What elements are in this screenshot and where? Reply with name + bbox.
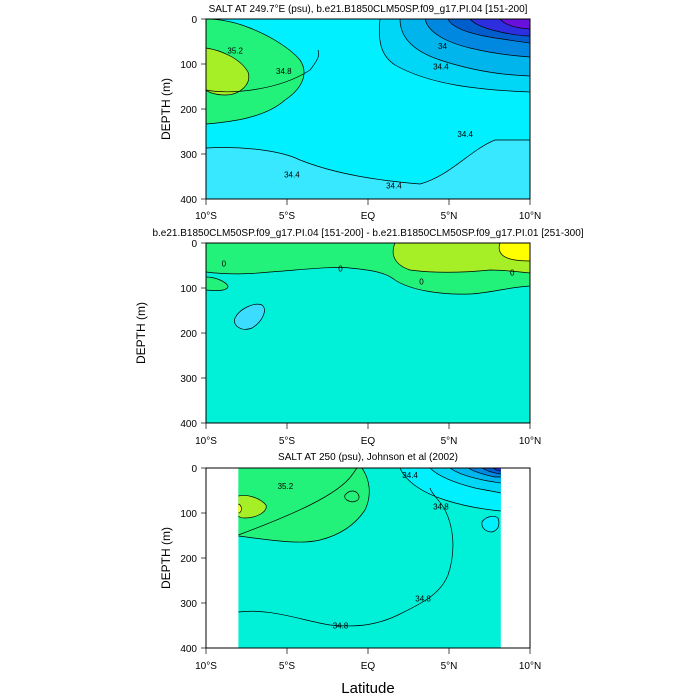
panel-1-fresh6-fill — [500, 19, 530, 29]
panel-3-contour-labels: 35.2 34.4 34.8 34.8 34.8 — [278, 471, 450, 631]
panel-2-contour-label: 0 — [510, 268, 515, 277]
panel-1-contour-labels: 35.2 34.8 34 34.4 34.4 34.4 34.4 — [227, 42, 473, 191]
panel-3-axes: 0 100 200 300 400 10°S 5°S EQ 5°N 10°N — [180, 464, 541, 672]
panel-1-title: SALT AT 249.7°E (psu), b.e21.B1850CLM50S… — [209, 4, 528, 15]
panel-1-x-tick-label: 10°S — [195, 211, 217, 222]
panel-3: SALT AT 250 (psu), Johnson et al (2002) — [159, 452, 541, 672]
panel-1-contour-label: 34.4 — [386, 182, 402, 191]
panel-1: SALT AT 249.7°E (psu), b.e21.B1850CLM50S… — [159, 4, 541, 222]
panel-1-x-tick-label: 10°N — [519, 211, 541, 222]
panel-3-x-tick-label: 5°N — [441, 661, 458, 672]
panel-2-x-tick-label: 5°N — [441, 436, 458, 447]
panel-1-contour-label: 34.4 — [284, 170, 300, 179]
panel-2-title: b.e21.B1850CLM50SP.f09_g17.PI.04 [151-20… — [152, 228, 583, 239]
panel-2-contour-label: 0 — [222, 259, 227, 268]
panel-1-field — [206, 19, 530, 199]
panel-2-x-tick-label: EQ — [361, 436, 376, 447]
panel-3-x-tick-label: 10°S — [195, 661, 217, 672]
panel-3-x-tick-label: 10°N — [519, 661, 541, 672]
panel-3-y-tick-label: 200 — [180, 554, 197, 565]
panel-2-y-tick-label: 200 — [180, 329, 197, 340]
panel-2-x-tick-label: 10°N — [519, 436, 541, 447]
panel-3-contour-label: 34.8 — [333, 622, 349, 631]
panel-2-pos1b-fill — [206, 277, 228, 291]
panel-2-neg1-fill — [234, 304, 265, 330]
panel-3-fresh6-fill — [493, 468, 501, 471]
panel-1-contour-label: 34.4 — [457, 130, 473, 139]
panel-1-contours — [206, 19, 530, 185]
panel-1-axes: 0 100 200 300 400 10°S 5°S EQ 5°N 10°N — [180, 15, 541, 222]
panel-3-y-tick-label: 300 — [180, 599, 197, 610]
panel-3-contour-label: 35.2 — [278, 482, 294, 491]
panel-1-y-tick-label: 300 — [180, 150, 197, 161]
panel-1-max-fill — [206, 48, 249, 95]
panel-1-y-tick-label: 400 — [180, 195, 197, 206]
panel-3-y-tick-label: 0 — [191, 464, 197, 475]
panel-1-contour-label: 34 — [438, 42, 447, 51]
panel-2-contours — [206, 243, 530, 330]
panel-1-y-tick-label: 0 — [191, 15, 197, 26]
panel-2-x-tick-label: 10°S — [195, 436, 217, 447]
panel-3-max-fill — [238, 504, 242, 513]
panel-2-contour-label: 0 — [419, 277, 424, 286]
panel-2-y-tick-label: 0 — [191, 239, 197, 250]
panel-3-y-tick-label: 400 — [180, 644, 197, 655]
panel-1-x-tick-label: 5°S — [279, 211, 296, 222]
panel-3-high-fill — [238, 495, 267, 518]
panel-3-contours — [238, 468, 501, 627]
panel-2-axes: 0 100 200 300 400 10°S 5°S EQ 5°N 10°N — [180, 239, 541, 447]
panel-2-y-tick-label: 100 — [180, 284, 197, 295]
panel-3-mid-fill — [238, 468, 357, 535]
panel-3-title: SALT AT 250 (psu), Johnson et al (2002) — [278, 452, 458, 463]
panel-1-contour-label: 35.2 — [227, 47, 243, 56]
panel-2-pos3-fill — [499, 243, 530, 261]
panel-1-high-fill — [206, 19, 305, 124]
panel-3-y-axis-label: DEPTH (m) — [159, 527, 173, 589]
panel-2-field — [206, 243, 530, 423]
x-axis-title: Latitude — [341, 680, 394, 697]
panel-3-contour-label: 34.8 — [415, 595, 431, 604]
panel-1-y-tick-label: 200 — [180, 105, 197, 116]
panel-3-y-tick-label: 100 — [180, 509, 197, 520]
panel-2-y-tick-label: 400 — [180, 419, 197, 430]
panel-3-mid2-fill — [238, 468, 370, 543]
panel-2-pos2-fill — [393, 243, 530, 273]
panel-3-mid3-fill — [344, 490, 360, 502]
panel-1-x-tick-label: EQ — [361, 211, 376, 222]
panel-2: b.e21.B1850CLM50SP.f09_g17.PI.04 [151-20… — [134, 228, 584, 447]
panel-3-x-tick-label: EQ — [361, 661, 376, 672]
panel-1-contour-label: 34.8 — [276, 67, 292, 76]
panel-1-y-tick-label: 100 — [180, 60, 197, 71]
panel-2-y-tick-label: 300 — [180, 374, 197, 385]
panel-1-y-axis-label: DEPTH (m) — [159, 78, 173, 140]
panel-1-deep-fill — [206, 140, 530, 199]
panel-1-x-tick-label: 5°N — [441, 211, 458, 222]
panel-2-contour-labels: 0 0 0 0 — [222, 259, 515, 286]
panel-3-field — [206, 468, 530, 648]
panel-3-fresh1b-fill — [481, 516, 499, 532]
panel-3-x-tick-label: 5°S — [279, 661, 296, 672]
panel-3-contour-label: 34.8 — [433, 502, 449, 511]
panel-2-contour-label: 0 — [338, 265, 343, 274]
panel-1-contour-label: 34.4 — [433, 62, 449, 71]
panel-2-x-tick-label: 5°S — [279, 436, 296, 447]
panel-3-contour-label: 34.4 — [402, 471, 418, 480]
panel-2-y-axis-label: DEPTH (m) — [134, 302, 148, 364]
